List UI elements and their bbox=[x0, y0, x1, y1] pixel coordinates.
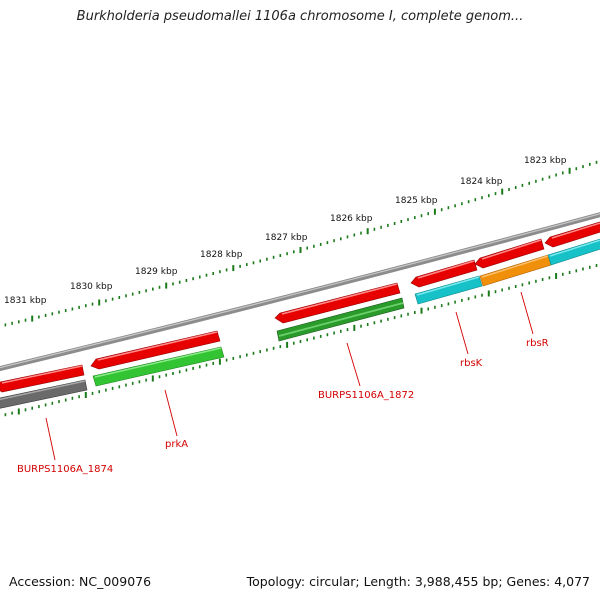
kbp-label: 1823 kbp bbox=[524, 156, 567, 166]
cyan-feature-arrow[interactable] bbox=[414, 275, 483, 305]
feature-highlight bbox=[281, 283, 398, 315]
topology-summary-text: Topology: circular; Length: 3,988,455 bp… bbox=[246, 574, 590, 589]
inner-tick-row bbox=[4, 264, 598, 417]
feature-highlight bbox=[549, 239, 600, 257]
red-feature-arrow[interactable] bbox=[410, 259, 478, 288]
backbone-highlight bbox=[0, 213, 600, 369]
red-feature-arrow[interactable] bbox=[274, 282, 401, 324]
forward-strand-features bbox=[0, 219, 600, 393]
green-feature-arrow[interactable] bbox=[92, 346, 225, 387]
kbp-label-group: 1831 kbp 1830 kbp 1829 kbp 1828 kbp 1827… bbox=[4, 156, 567, 306]
red-feature-arrow[interactable] bbox=[474, 238, 545, 269]
outer-tick-row bbox=[4, 160, 598, 327]
accession-text: Accession: NC_009076 bbox=[9, 574, 152, 589]
gene-label[interactable]: BURPS1106A_1874 bbox=[17, 464, 113, 475]
label-leader-lines bbox=[45, 291, 534, 461]
kbp-label: 1825 kbp bbox=[395, 196, 438, 206]
kbp-label: 1826 kbp bbox=[330, 214, 373, 224]
red-feature-arrow[interactable] bbox=[0, 364, 85, 393]
gene-label-group: BURPS1106A_1874 prkA BURPS1106A_1872 rbs… bbox=[17, 338, 549, 475]
feature-highlight bbox=[481, 255, 549, 278]
feature-highlight bbox=[1, 365, 83, 384]
kbp-label: 1828 kbp bbox=[200, 250, 243, 260]
kbp-label: 1824 kbp bbox=[460, 177, 503, 187]
feature-highlight bbox=[278, 302, 404, 337]
kbp-label: 1827 kbp bbox=[265, 233, 308, 243]
reverse-strand-features bbox=[0, 236, 600, 409]
leader-line bbox=[45, 417, 56, 461]
gene-label[interactable]: BURPS1106A_1872 bbox=[318, 390, 414, 401]
feature-highlight bbox=[551, 222, 600, 239]
kbp-label: 1831 kbp bbox=[4, 296, 47, 306]
chromosome-backbone bbox=[0, 212, 600, 372]
kbp-label: 1829 kbp bbox=[135, 267, 178, 277]
gene-label[interactable]: prkA bbox=[165, 439, 188, 450]
leader-line bbox=[455, 311, 469, 355]
leader-line bbox=[164, 389, 178, 437]
red-feature-arrow[interactable] bbox=[90, 330, 221, 370]
feature-highlight bbox=[417, 260, 475, 279]
gene-label[interactable]: rbsR bbox=[526, 338, 549, 349]
leader-line bbox=[520, 291, 534, 335]
feature-highlight bbox=[97, 331, 218, 361]
map-title: Burkholderia pseudomallei 1106a chromoso… bbox=[76, 9, 524, 24]
cyan-feature-arrow[interactable] bbox=[547, 236, 600, 266]
gene-label[interactable]: rbsK bbox=[460, 358, 483, 369]
gray-feature-arrow[interactable] bbox=[0, 379, 88, 409]
leader-line bbox=[346, 342, 361, 387]
red-feature-arrow[interactable] bbox=[544, 219, 600, 248]
feature-highlight bbox=[0, 380, 86, 401]
feature-highlight bbox=[94, 347, 222, 378]
feature-highlight bbox=[416, 276, 480, 296]
kbp-label: 1830 kbp bbox=[70, 282, 113, 292]
feature-highlight bbox=[481, 239, 542, 260]
